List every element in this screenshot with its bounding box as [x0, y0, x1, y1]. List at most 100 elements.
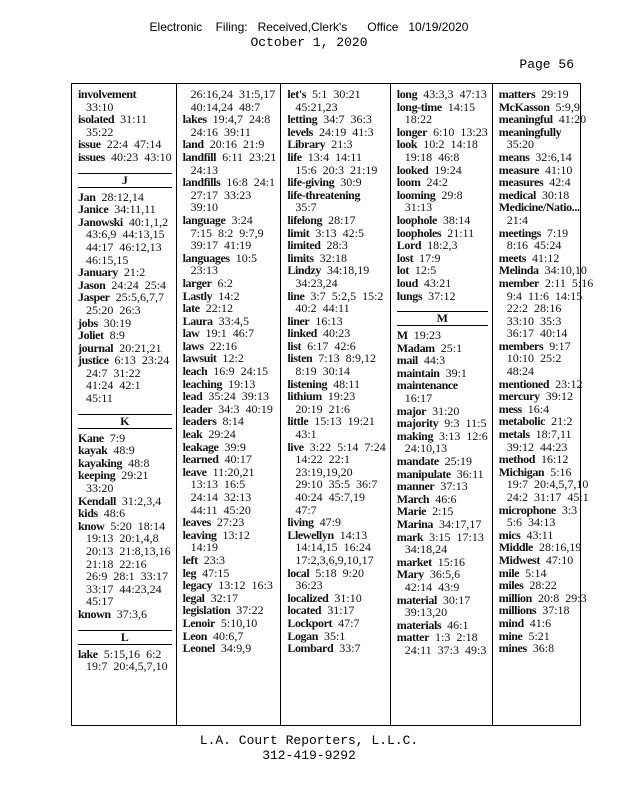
page-line-refs: 47:9: [319, 515, 341, 530]
index-entry: kayaking 48:8: [78, 457, 172, 470]
index-term: Leon: [182, 628, 208, 643]
page-line-refs-continued: 26:16,24 31:5,17: [190, 87, 276, 101]
index-term: levels: [287, 124, 313, 139]
index-term: learned: [182, 452, 219, 467]
page-line-refs: 2:11 5:16: [544, 275, 594, 290]
page-line-refs-continued: 36:23: [295, 578, 323, 593]
index-entry: 26:16,24 31:5,17 40:14,24 48:7: [183, 88, 277, 113]
page-line-refs: 15:13 19:21: [314, 414, 375, 429]
index-entry: M 19:23: [397, 329, 488, 342]
index-entry: listening 48:11: [287, 377, 385, 391]
index-term: leach: [182, 364, 208, 379]
page-line-refs: 48:9: [113, 443, 135, 458]
index-entry: isolated 31:11 35:22: [78, 113, 172, 138]
index-entry: Mary 36:5,6 42:14 43:9: [397, 568, 488, 593]
index-entry: millions 37:18: [499, 604, 593, 617]
page-line-refs: 21:2: [123, 265, 146, 280]
index-term: medical: [498, 187, 537, 202]
page-line-refs: 23:3: [203, 552, 226, 567]
index-term: measures: [498, 175, 544, 190]
index-term: meetings: [498, 225, 542, 240]
index-entry: loopholes 21:11: [396, 225, 488, 240]
index-entry: levels 24:19 41:3: [287, 124, 385, 139]
index-term: Mary: [396, 567, 424, 582]
index-term: millions: [498, 603, 537, 618]
index-entry: mics 43:11: [499, 528, 593, 542]
index-entry: Lord 18:2,3: [397, 239, 488, 252]
index-term: Melinda: [498, 263, 539, 278]
page-line-refs-continued: 26:9 28:1 33:17: [86, 569, 169, 584]
page-line-refs-continued: 46:15,15: [86, 252, 129, 267]
index-entry: Leon 40:6,7: [182, 628, 277, 643]
page-line-refs: 16:13: [315, 313, 343, 328]
page-line-refs: 37:3,6: [116, 606, 148, 621]
index-term: Lenoir: [182, 615, 216, 630]
index-entry: leg 47:15: [183, 566, 277, 580]
page-line-refs-continued: 35:22: [86, 124, 114, 139]
page-line-refs: 40:6,7: [213, 628, 244, 643]
page-line-refs: 28:16,19: [539, 540, 582, 555]
index-entry: looming 29:8 31:13: [397, 188, 488, 215]
page-line-refs: 48:8: [128, 455, 150, 470]
index-entry: Marina 34:17,17: [397, 518, 488, 531]
index-term: limits: [287, 250, 314, 265]
page-line-refs: 19:23: [327, 389, 356, 404]
index-term: laws: [182, 338, 204, 353]
index-term: limited: [287, 238, 321, 253]
page-line-refs: 47:10: [545, 552, 574, 567]
page-line-refs: 41:20: [558, 112, 587, 127]
index-term: justice: [78, 353, 109, 368]
page-line-refs: 25:5,6,7,7: [115, 290, 164, 305]
page-line-refs-continued: 39:12 44:23: [506, 439, 568, 454]
page-line-refs: 31:2,3,4: [121, 493, 162, 508]
letter-header: K: [78, 413, 172, 429]
page-line-refs: 12:5: [414, 263, 437, 278]
index-term: leader: [182, 401, 213, 416]
index-term: late: [182, 301, 200, 316]
page-line-refs: 5:16: [550, 464, 572, 479]
page-line-refs-continued: 44:11 45:20: [190, 502, 251, 517]
index-entry: landfills 16:8 24:1 27:17 33:23 39:10: [183, 176, 277, 214]
index-term: little: [287, 414, 309, 429]
page-line-refs-continued: 45:17: [86, 594, 114, 609]
page-line-refs: 28:22: [529, 578, 557, 593]
page-number: Page 56: [519, 57, 574, 72]
index-entry: meaningfully 35:20: [499, 125, 593, 151]
index-entry: language 3:24 7:15 8:2 9:7,9 39:17 41:19: [183, 214, 277, 252]
index-term: leaving: [182, 527, 217, 542]
index-term: language: [182, 212, 226, 227]
page-line-refs: 40:23: [322, 326, 351, 341]
index-term: Laura: [182, 313, 213, 328]
page-line-refs-continued: 31:13: [404, 200, 433, 215]
index-term: M: [396, 328, 408, 343]
page-line-refs: 22:12: [205, 301, 234, 316]
page-line-refs-continued: 39:10: [190, 200, 218, 215]
index-entry: lungs 37:12: [397, 289, 488, 303]
index-entry: Janice 34:11,11: [78, 203, 172, 216]
index-term: journal: [78, 340, 114, 355]
page-line-refs: 27:23: [216, 515, 245, 530]
page-line-refs: 5:18 9:20: [315, 565, 365, 580]
index-term: meets: [498, 250, 527, 265]
index-term: materials: [396, 617, 442, 632]
page-line-refs: 33:7: [339, 641, 361, 656]
index-term: lot: [396, 263, 410, 278]
index-entry: line 3:7 5:2,5 15:2 40:2 44:11: [287, 289, 385, 315]
index-term: jobs: [78, 315, 98, 330]
page-line-refs-continued: 19:13 20:1,4,8: [86, 531, 159, 546]
index-term: mandate: [396, 454, 439, 469]
index-term: loopholes: [396, 225, 442, 240]
page-line-refs-continued: 8:19 30:14: [295, 364, 351, 379]
page-line-refs-continued: 48:24: [506, 364, 535, 379]
page-line-refs: 30:9: [340, 175, 362, 190]
page-line-refs-continued: 34:23,24: [295, 275, 338, 290]
index-entry: leaders 8:14: [183, 415, 277, 428]
index-term: material: [396, 592, 438, 607]
page-line-refs: 5:21: [528, 628, 550, 643]
page-line-refs-continued: 33:20: [86, 481, 114, 496]
index-entry: life-giving 30:9: [287, 176, 385, 189]
index-entry: mercury 39:12: [499, 390, 593, 403]
index-term: leaders: [182, 414, 217, 429]
index-entry: making 3:13 12:6 24:10,13: [397, 430, 488, 455]
index-term: loom: [396, 175, 421, 190]
